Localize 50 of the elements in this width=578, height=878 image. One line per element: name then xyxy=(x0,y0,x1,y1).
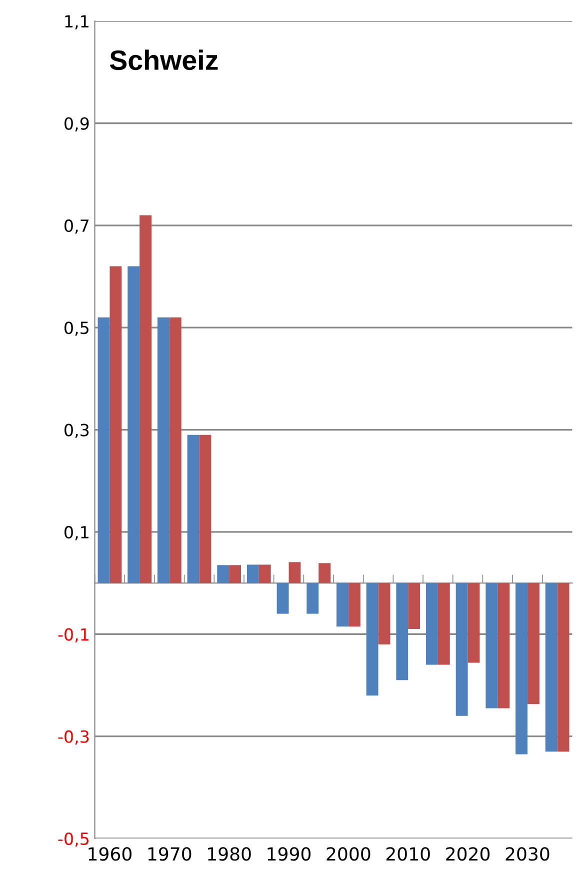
bar xyxy=(456,583,468,716)
bar xyxy=(217,565,230,584)
bar xyxy=(366,583,378,696)
bar xyxy=(486,583,498,708)
bar xyxy=(140,215,152,584)
bar xyxy=(246,564,259,584)
bar xyxy=(396,583,408,680)
y-tick-label: 0,3 xyxy=(64,424,89,438)
y-tick-label: -0,3 xyxy=(58,730,89,745)
x-tick-label: 1960 xyxy=(88,847,132,861)
bar xyxy=(128,266,140,584)
bar xyxy=(348,583,360,626)
x-tick-label: 2010 xyxy=(386,847,430,861)
bar xyxy=(557,583,570,752)
bar xyxy=(169,317,182,584)
bar xyxy=(516,583,528,754)
x-tick-label: 1990 xyxy=(268,847,311,861)
bar xyxy=(336,583,348,626)
bar xyxy=(110,266,122,584)
bar xyxy=(276,583,289,614)
x-tick-label: 2030 xyxy=(506,847,550,861)
y-tick-label: -0,5 xyxy=(58,832,88,847)
bar xyxy=(318,563,331,584)
bar xyxy=(229,565,242,584)
text: Schweiz xyxy=(110,50,218,70)
x-tick-label: 1980 xyxy=(208,847,251,861)
bar xyxy=(426,583,438,665)
bar xyxy=(98,317,110,584)
bar xyxy=(157,317,170,584)
x-tick-label: 1970 xyxy=(148,847,192,861)
bar xyxy=(408,583,420,630)
bar xyxy=(498,583,510,708)
y-tick-label: 0,5 xyxy=(64,322,88,336)
bar xyxy=(545,583,558,752)
y-tick-label: 1,1 xyxy=(65,15,88,30)
y-tick-label: 0,9 xyxy=(64,117,89,132)
y-tick-label: 0,7 xyxy=(64,219,89,234)
x-tick-label: 2020 xyxy=(446,847,490,861)
bar xyxy=(288,562,301,584)
bar xyxy=(306,583,319,614)
y-tick-label: -0,1 xyxy=(58,628,88,642)
bar xyxy=(438,583,450,665)
bar xyxy=(527,583,540,704)
bar xyxy=(468,583,480,663)
y-tick-label: 0,1 xyxy=(64,526,88,540)
x-tick-label: 2000 xyxy=(326,847,370,861)
bar xyxy=(199,434,212,584)
bar xyxy=(378,583,390,644)
bar xyxy=(187,434,200,584)
bar xyxy=(258,564,271,584)
